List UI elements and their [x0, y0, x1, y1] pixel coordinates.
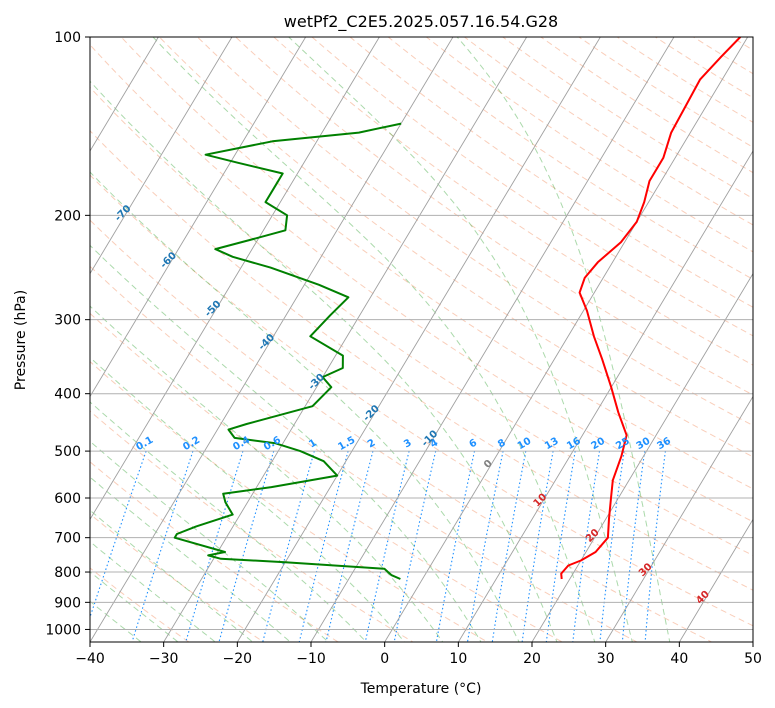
dry-adiabat — [90, 312, 564, 642]
x-tick-label: −10 — [296, 651, 326, 667]
dry-adiabat — [90, 130, 753, 591]
mixing-ratio-line — [435, 450, 476, 642]
isotherm-line — [90, 37, 159, 152]
dry-adiabat — [387, 37, 753, 280]
dry-adiabat — [501, 37, 753, 200]
moist-adiabat — [90, 440, 329, 642]
mixing-ratio-label: 6 — [467, 437, 479, 450]
isotherm-line — [457, 150, 753, 642]
dry-adiabat — [90, 265, 639, 642]
y-tick-label: 1000 — [45, 622, 81, 638]
mixing-ratio-label: 4 — [429, 437, 441, 450]
x-tick-label: 40 — [670, 651, 688, 667]
plot-area — [90, 37, 753, 642]
y-tick-label: 600 — [54, 491, 81, 507]
y-tick-label: 800 — [54, 565, 81, 581]
y-tick-label: 100 — [54, 30, 81, 46]
isotherm-line — [90, 37, 233, 275]
isotherm-line — [605, 395, 753, 642]
y-axis-label: Pressure (hPa) — [13, 290, 29, 390]
dry-adiabat — [90, 410, 414, 642]
isotherm-line — [384, 37, 749, 642]
dry-adiabat — [349, 37, 753, 308]
isotherm-line — [236, 37, 601, 642]
isotherm-line — [678, 518, 753, 642]
dry-adiabat — [196, 37, 753, 427]
plot-frame — [89, 36, 754, 643]
dry-adiabat — [158, 37, 753, 458]
isotherm-line — [163, 37, 528, 642]
y-tick-label: 900 — [54, 595, 81, 611]
dry-adiabat — [90, 461, 340, 642]
moist-adiabat — [90, 476, 292, 642]
dewpoint-profile — [173, 122, 402, 580]
moist-adiabat — [90, 401, 367, 642]
mixing-ratio-line — [185, 450, 244, 642]
x-axis: −40 −30 −20 −10 0 10 20 30 40 50 — [75, 642, 762, 667]
x-tick-label: 0 — [380, 651, 389, 667]
moist-adiabat — [90, 80, 558, 642]
mixing-ratio-line — [131, 450, 194, 642]
dry-adiabat — [90, 174, 753, 627]
moist-adiabat — [90, 171, 520, 642]
y-tick-label: 300 — [54, 313, 81, 329]
moist-adiabat — [90, 244, 482, 642]
dry-adiabat — [90, 44, 753, 523]
y-tick-label: 200 — [54, 208, 81, 224]
x-tick-label: 20 — [523, 651, 541, 667]
x-axis-label: Temperature (°C) — [360, 681, 482, 697]
chart-title: wetPf2_C2E5.2025.057.16.54.G28 — [284, 12, 558, 32]
dry-adiabat — [90, 360, 489, 642]
x-tick-label: 50 — [744, 651, 762, 667]
moist-adiabat — [287, 37, 633, 642]
x-tick-label: −40 — [75, 651, 105, 667]
dry-adiabat — [578, 37, 753, 148]
moist-adiabat — [90, 356, 406, 642]
mixing-ratio-label: 3 — [402, 437, 414, 450]
mixing-ratio-line — [364, 450, 410, 642]
isotherm-line — [90, 37, 454, 642]
temperature-profile — [560, 37, 742, 580]
y-tick-label: 500 — [54, 444, 81, 460]
dry-adiabat — [273, 37, 753, 366]
isotherm-line — [90, 37, 380, 521]
isotherm-line — [531, 272, 753, 642]
moist-adiabat — [152, 37, 596, 642]
x-tick-label: 30 — [597, 651, 615, 667]
mixing-ratio-line — [262, 450, 315, 642]
x-tick-label: −30 — [149, 651, 179, 667]
moist-adiabat — [456, 37, 671, 642]
isotherm-line — [90, 37, 307, 398]
y-tick-label: 400 — [54, 387, 81, 403]
mixing-ratio-line — [325, 450, 374, 642]
x-tick-label: −20 — [223, 651, 253, 667]
moist-adiabat — [90, 305, 444, 642]
dry-adiabat — [463, 37, 753, 226]
x-tick-label: 10 — [449, 651, 467, 667]
isotherm-line — [310, 37, 675, 642]
mixing-ratio-label: 8 — [496, 437, 508, 450]
mixing-ratio-label: 1 — [307, 437, 319, 450]
mixing-ratio-line — [298, 450, 349, 642]
dry-adiabat — [90, 86, 753, 557]
mixing-ratio-line — [393, 450, 437, 642]
mixing-ratio-label: 2 — [366, 437, 378, 450]
y-tick-label: 700 — [54, 531, 81, 547]
y-axis: 100 200 300 400 500 600 700 800 900 1000 — [45, 30, 90, 638]
dry-adiabat — [90, 513, 265, 642]
dry-adiabat — [234, 37, 753, 396]
